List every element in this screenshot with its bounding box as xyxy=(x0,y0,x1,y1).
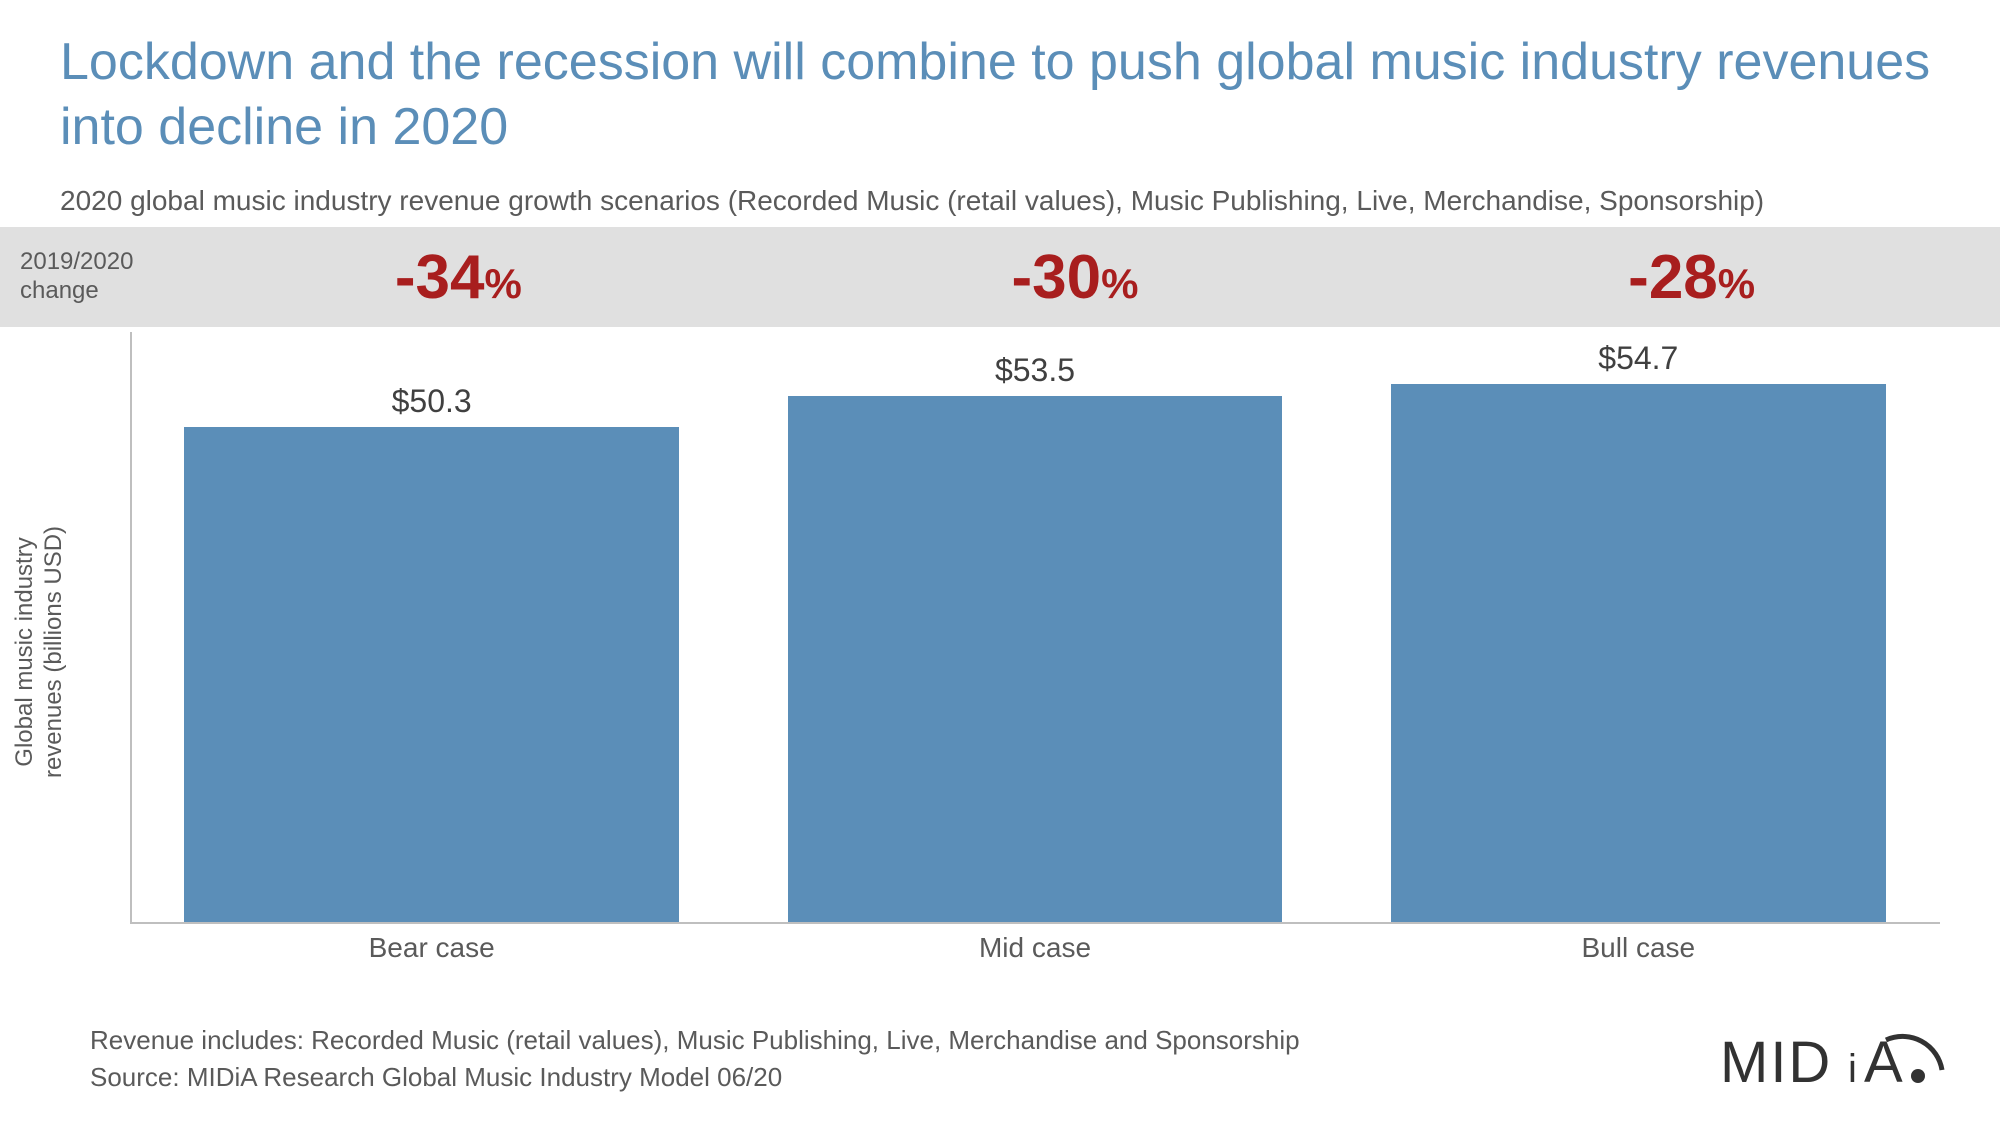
bar-slot: $53.5 xyxy=(733,332,1336,922)
chart-subtitle: 2020 global music industry revenue growt… xyxy=(0,170,2000,227)
bar-value-label: $50.3 xyxy=(392,383,472,420)
footer-line-1: Revenue includes: Recorded Music (retail… xyxy=(90,1022,1300,1058)
bar-slot: $50.3 xyxy=(130,332,733,922)
bar: $50.3 xyxy=(184,427,679,922)
svg-text:A: A xyxy=(1864,1030,1905,1095)
bar: $53.5 xyxy=(788,396,1283,922)
x-labels-container: Bear caseMid caseBull case xyxy=(130,924,1940,972)
bar-value-label: $53.5 xyxy=(995,352,1075,389)
svg-text:i: i xyxy=(1848,1047,1857,1091)
footer-line-2: Source: MIDiA Research Global Music Indu… xyxy=(90,1059,1300,1095)
bars-container: $50.3$53.5$54.7 xyxy=(130,332,1940,922)
bar-slot: $54.7 xyxy=(1337,332,1940,922)
midia-logo: MID i A xyxy=(1720,1020,1950,1105)
change-strip: 2019/2020change -34% -30% -28% xyxy=(0,227,2000,327)
change-strip-label: 2019/2020change xyxy=(0,248,150,306)
footer-notes: Revenue includes: Recorded Music (retail… xyxy=(90,1022,1300,1095)
change-value: -30% xyxy=(1012,242,1139,313)
change-value: -28% xyxy=(1628,242,1755,313)
y-axis-label: Global music industryrevenues (billions … xyxy=(11,452,69,852)
x-axis-category-label: Mid case xyxy=(733,924,1336,972)
change-value: -34% xyxy=(395,242,522,313)
bar-value-label: $54.7 xyxy=(1598,340,1678,377)
x-axis-category-label: Bear case xyxy=(130,924,733,972)
x-axis-category-label: Bull case xyxy=(1337,924,1940,972)
change-values-container: -34% -30% -28% xyxy=(150,227,2000,327)
bar: $54.7 xyxy=(1391,384,1886,922)
chart-title: Lockdown and the recession will combine … xyxy=(0,0,2000,170)
svg-text:MID: MID xyxy=(1720,1030,1832,1095)
bar-chart: Global music industryrevenues (billions … xyxy=(130,332,1940,972)
